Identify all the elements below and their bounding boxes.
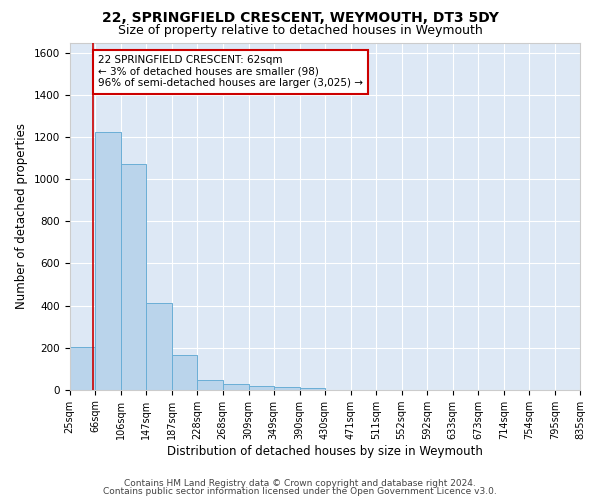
Bar bbox=[248, 386, 274, 390]
Text: Size of property relative to detached houses in Weymouth: Size of property relative to detached ho… bbox=[118, 24, 482, 37]
Bar bbox=[121, 164, 146, 390]
Bar bbox=[223, 384, 248, 390]
Text: 22 SPRINGFIELD CRESCENT: 62sqm
← 3% of detached houses are smaller (98)
96% of s: 22 SPRINGFIELD CRESCENT: 62sqm ← 3% of d… bbox=[98, 55, 363, 88]
Bar bbox=[274, 386, 299, 390]
Bar bbox=[95, 132, 121, 390]
Text: Contains public sector information licensed under the Open Government Licence v3: Contains public sector information licen… bbox=[103, 487, 497, 496]
Text: 22, SPRINGFIELD CRESCENT, WEYMOUTH, DT3 5DY: 22, SPRINGFIELD CRESCENT, WEYMOUTH, DT3 … bbox=[101, 11, 499, 25]
Bar bbox=[70, 346, 95, 390]
Bar bbox=[299, 388, 325, 390]
Bar bbox=[172, 355, 197, 390]
Text: Contains HM Land Registry data © Crown copyright and database right 2024.: Contains HM Land Registry data © Crown c… bbox=[124, 478, 476, 488]
Bar bbox=[146, 304, 172, 390]
X-axis label: Distribution of detached houses by size in Weymouth: Distribution of detached houses by size … bbox=[167, 444, 483, 458]
Bar bbox=[197, 380, 223, 390]
Y-axis label: Number of detached properties: Number of detached properties bbox=[15, 123, 28, 309]
